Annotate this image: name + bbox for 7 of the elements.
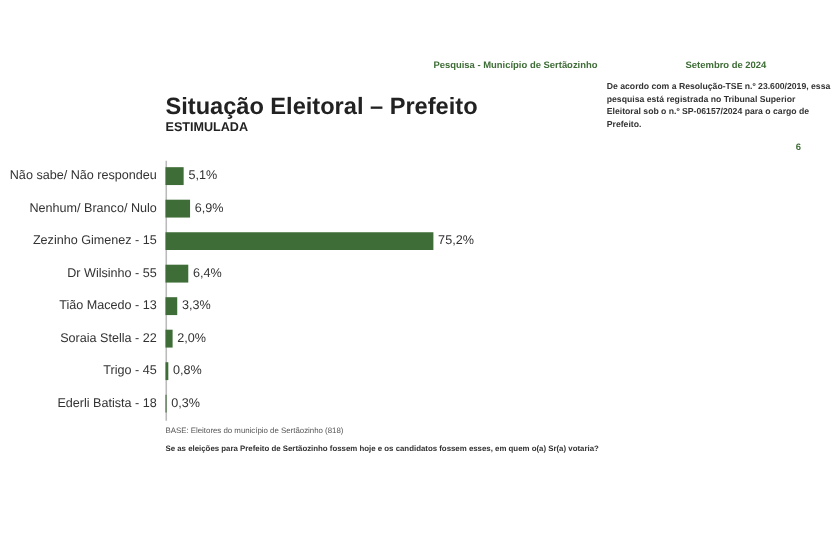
bar [165, 264, 189, 283]
bar [165, 199, 191, 218]
chart-title: Situação Eleitoral – Prefeito [165, 92, 478, 121]
bar [165, 297, 178, 316]
bar [165, 167, 184, 186]
bar [165, 329, 173, 348]
bar [165, 232, 434, 251]
